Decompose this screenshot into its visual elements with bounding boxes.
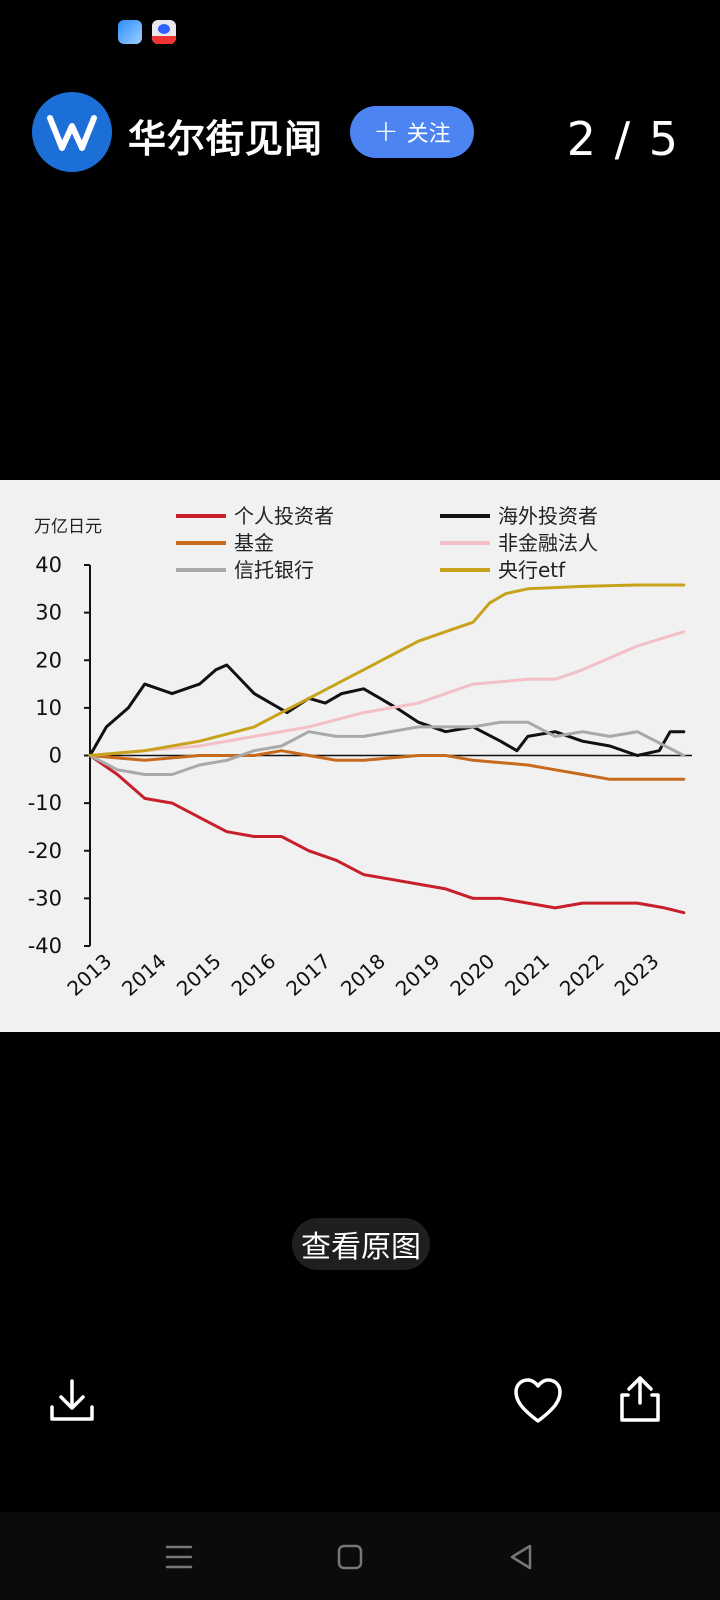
y-tick-label: 20 xyxy=(35,648,62,672)
x-tick-label: 2013 xyxy=(62,949,116,1001)
x-tick-label: 2014 xyxy=(117,949,171,1001)
status-bar-icons xyxy=(118,20,176,44)
series-line xyxy=(88,720,686,776)
legend-label: 非金融法人 xyxy=(498,531,598,555)
avatar[interactable] xyxy=(32,92,112,172)
series-line xyxy=(88,663,686,757)
y-tick-label: -10 xyxy=(28,791,62,815)
chart-image[interactable]: 万亿日元 40 30 20 10 0 -10 -20 -30 -40 2013 2014 2015 201… xyxy=(0,480,720,1032)
y-axis-label: 万亿日元 xyxy=(34,517,102,537)
y-tick-label: 30 xyxy=(35,601,62,625)
home-icon[interactable] xyxy=(335,1542,365,1572)
y-tick-label: 0 xyxy=(49,744,62,768)
action-bar xyxy=(0,1365,720,1485)
x-tick-label: 2023 xyxy=(610,949,664,1001)
y-tick-label: 10 xyxy=(35,696,62,720)
follow-button[interactable]: + 关注 xyxy=(350,106,474,158)
x-tick-label: 2018 xyxy=(336,949,390,1001)
x-tick-label: 2020 xyxy=(445,949,499,1001)
download-icon[interactable] xyxy=(46,1375,98,1427)
x-tick-label: 2021 xyxy=(500,949,554,1001)
x-tick-label: 2016 xyxy=(227,949,281,1001)
legend-label: 个人投资者 xyxy=(234,504,334,528)
x-tick-label: 2015 xyxy=(172,949,226,1001)
y-tick-label: -30 xyxy=(28,886,62,910)
series-line xyxy=(88,583,686,757)
legend-label: 基金 xyxy=(234,531,274,555)
series-line xyxy=(88,754,686,915)
post-header: 华尔街见闻 + 关注 2 / 5 xyxy=(0,88,720,176)
legend-label: 海外投资者 xyxy=(498,504,598,528)
page-counter: 2 / 5 xyxy=(566,112,680,166)
x-tick-label: 2022 xyxy=(555,949,609,1001)
legend-label: 信托银行 xyxy=(234,558,314,582)
menu-icon[interactable] xyxy=(164,1542,194,1572)
series-line xyxy=(88,630,686,757)
app-notification-icon xyxy=(118,20,142,44)
legend-label: 央行etf xyxy=(498,558,566,582)
account-name[interactable]: 华尔街见闻 xyxy=(128,117,324,161)
x-tick-label: 2017 xyxy=(281,949,335,1001)
system-nav-bar xyxy=(0,1512,720,1600)
plus-icon: + xyxy=(373,114,399,149)
y-tick-label: -20 xyxy=(28,839,62,863)
wallstreetcn-logo-icon xyxy=(47,115,97,151)
back-icon[interactable] xyxy=(506,1542,536,1572)
x-tick-label: 2019 xyxy=(391,949,445,1001)
view-original-button[interactable]: 查看原图 xyxy=(292,1218,430,1270)
y-tick-label: -40 xyxy=(28,934,62,958)
y-tick-label: 40 xyxy=(35,553,62,577)
baidu-notification-icon xyxy=(152,20,176,44)
follow-label: 关注 xyxy=(406,122,451,147)
share-icon[interactable] xyxy=(614,1373,666,1425)
heart-icon[interactable] xyxy=(512,1375,564,1427)
